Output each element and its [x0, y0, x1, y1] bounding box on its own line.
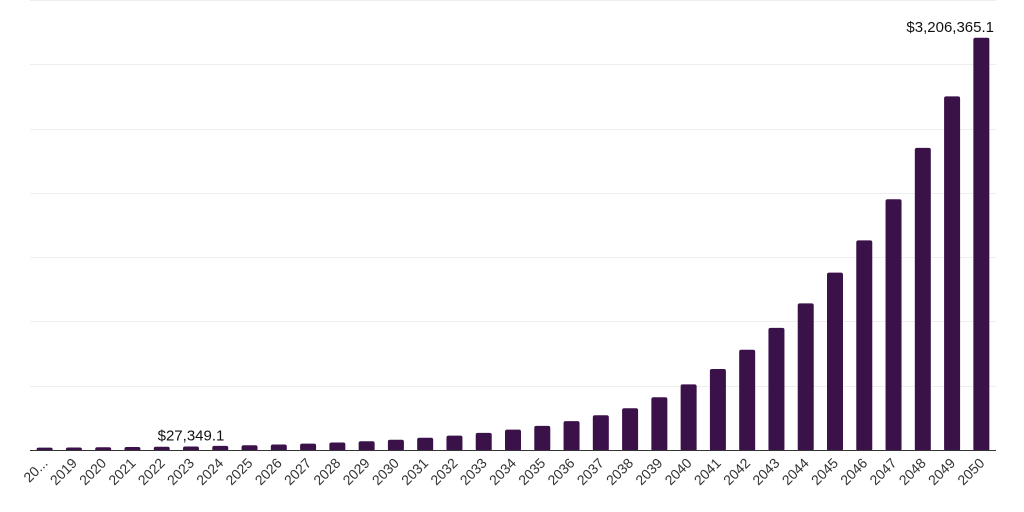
bar-2028[interactable]: [329, 442, 346, 451]
bar-2027[interactable]: [300, 443, 317, 451]
bar-2024[interactable]: [212, 445, 229, 451]
x-tick-label: 2037: [574, 455, 607, 488]
bar-2046[interactable]: [856, 240, 873, 451]
data-label: $27,349.1: [158, 427, 225, 444]
x-tick-label: 2026: [252, 455, 285, 488]
bar-2034[interactable]: [505, 429, 521, 451]
bar-2043[interactable]: [768, 327, 785, 451]
x-tick-label: 2030: [369, 455, 402, 488]
x-tick-label: 2047: [866, 455, 899, 488]
bar-2035[interactable]: [534, 425, 551, 451]
x-tick-label: 2020: [76, 455, 109, 488]
x-tick-label: 2040: [661, 455, 694, 488]
bar-2038[interactable]: [622, 408, 639, 451]
bar-2022[interactable]: [153, 446, 170, 451]
x-tick-label: 2025: [222, 455, 255, 488]
bar-2025[interactable]: [241, 445, 258, 451]
x-tick-label: 2050: [954, 455, 987, 488]
x-tick-label: 2022: [135, 455, 168, 488]
bars: [36, 37, 990, 452]
x-tick-label: 2043: [749, 455, 782, 488]
bar-2050[interactable]: [973, 37, 990, 452]
bar-2026[interactable]: [270, 444, 287, 451]
x-tick-label: 2029: [339, 455, 372, 488]
data-label: $3,206,365.1: [906, 19, 994, 36]
x-tick-label: 2045: [808, 455, 841, 488]
x-tick-label: 2042: [720, 455, 753, 488]
gridlines: [30, 0, 996, 387]
x-tick-label: 2024: [193, 455, 226, 488]
bar-2048[interactable]: [914, 147, 931, 451]
x-axis-tick-labels: 20...20192020202120222023202420252026202…: [20, 455, 987, 488]
x-tick-label: 2033: [457, 455, 490, 488]
bar-2037[interactable]: [592, 415, 609, 451]
x-tick-label: 2021: [105, 455, 138, 488]
bar-2044[interactable]: [797, 303, 814, 451]
bar-2036[interactable]: [563, 421, 580, 451]
bar-2039[interactable]: [651, 397, 668, 451]
x-tick-label: 2032: [427, 455, 460, 488]
x-tick-label: 2034: [486, 455, 519, 488]
data-labels: $27,349.1 $3,206,365.1: [158, 19, 994, 445]
bar-2041[interactable]: [709, 369, 726, 451]
bar-2040[interactable]: [680, 384, 697, 451]
bar-2029[interactable]: [358, 441, 375, 451]
x-tick-label: 2023: [164, 455, 197, 488]
x-tick-label: 2027: [281, 455, 314, 488]
x-tick-label: 2035: [515, 455, 548, 488]
x-tick-label: 2019: [47, 455, 80, 488]
bar-2045[interactable]: [827, 272, 843, 451]
bar-2033[interactable]: [475, 432, 492, 451]
x-tick-label: 2028: [310, 455, 343, 488]
bar-2047[interactable]: [885, 199, 902, 451]
x-tick-label: 2031: [398, 455, 431, 488]
bar-2023[interactable]: [183, 446, 199, 451]
x-tick-label: 2048: [896, 455, 929, 488]
x-tick-label: 2036: [544, 455, 577, 488]
x-tick-label: 2046: [837, 455, 870, 488]
bar-2031[interactable]: [417, 437, 434, 451]
x-tick-label: 2044: [779, 455, 812, 488]
x-tick-label: 2039: [632, 455, 665, 488]
x-tick-label: 2041: [691, 455, 724, 488]
x-tick-label: 2049: [925, 455, 958, 488]
x-tick-label: 2038: [603, 455, 636, 488]
bar-2042[interactable]: [739, 349, 756, 451]
bar-2030[interactable]: [387, 439, 404, 451]
x-tick-label: 20...: [20, 455, 51, 486]
bar-2032[interactable]: [446, 435, 463, 451]
bar-2049[interactable]: [944, 96, 961, 451]
